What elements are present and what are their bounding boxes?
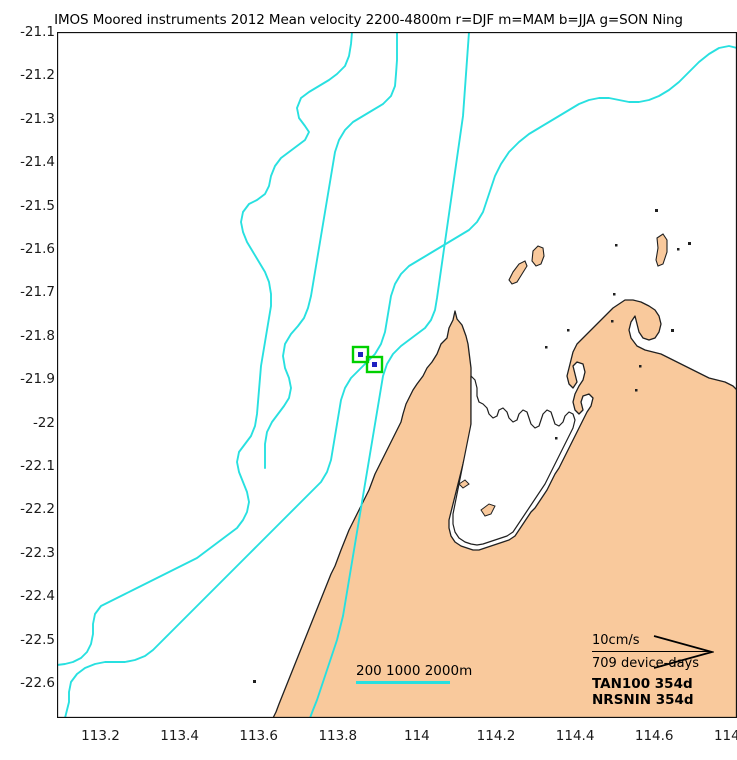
y-tick-label: -22.6 (20, 675, 55, 691)
figure-title: IMOS Moored instruments 2012 Mean veloci… (54, 12, 683, 28)
y-tick-label: -21.6 (20, 241, 55, 257)
y-tick-label: -22.2 (20, 501, 55, 518)
islet-h (639, 365, 642, 368)
islet-e (611, 320, 614, 323)
x-tick-label: 114 (404, 728, 430, 744)
velocity-arrowhead-icon (653, 635, 714, 669)
y-tick-label: -21.1 (20, 24, 55, 40)
y-axis-tick-labels: -21.1 -21.2 -21.3 -21.4 -21.5 -21.6 -21.… (0, 24, 55, 718)
velocity-scale-rule (592, 651, 709, 652)
mooring-marker-center[interactable] (358, 352, 363, 357)
gulf-islands (480, 503, 496, 517)
exmouth-gulf-water (452, 375, 576, 546)
map-plot-area[interactable] (57, 32, 737, 718)
map-canvas[interactable] (57, 32, 737, 718)
muiron-island-north (531, 245, 545, 267)
y-tick-label: -22.4 (20, 588, 55, 605)
y-tick-label: -22.5 (20, 631, 55, 648)
y-tick-label: -21.3 (20, 110, 55, 127)
depth-contour-legend-line (356, 681, 450, 684)
y-tick-label: -21.9 (20, 371, 55, 388)
x-tick-label: 113.8 (318, 728, 358, 744)
mooring-markers[interactable] (351, 345, 384, 374)
muiron-island-south (508, 260, 528, 285)
land-masses (253, 209, 737, 718)
y-tick-label: -21.4 (20, 154, 55, 171)
contour-1000m (309, 32, 470, 718)
mooring-marker-outline[interactable] (365, 355, 384, 374)
x-tick-label: 113.6 (239, 728, 279, 744)
islet-f (671, 329, 674, 332)
island-sliver-ne (655, 233, 668, 267)
islet-d (677, 248, 680, 251)
y-tick-label: -21.7 (20, 284, 55, 301)
mooring-record-item: NRSNIN 354d (592, 692, 694, 708)
x-tick-label: 114.6 (634, 728, 674, 744)
islet-k (545, 346, 548, 349)
x-tick-label: 113.4 (160, 728, 199, 744)
islet-c (615, 244, 618, 247)
y-tick-label: -21.5 (20, 197, 55, 214)
velocity-scale-legend: 10cm/s 709 device-days (592, 631, 714, 674)
device-days-label: 709 device-days (592, 656, 700, 671)
x-tick-label: 113.2 (81, 728, 120, 744)
x-axis-tick-labels: 113.2 113.4 113.6 113.8 114 114.2 114.4 … (57, 728, 737, 754)
islet-m (555, 437, 558, 440)
islet-a (655, 209, 658, 212)
x-tick-label: 114.2 (476, 728, 516, 744)
gulf-island-small (458, 479, 470, 489)
y-tick-label: -21.2 (20, 67, 55, 84)
y-tick-label: -22.3 (20, 544, 55, 561)
coastline-mainland (272, 299, 737, 718)
velocity-scale-value: 10cm/s (592, 633, 640, 648)
islet-i (635, 389, 638, 392)
mooring-marker-tan100[interactable] (351, 345, 370, 364)
depth-contour-legend-label: 200 1000 2000m (356, 663, 473, 679)
islet-b (688, 242, 691, 245)
y-tick-label: -22 (32, 414, 55, 431)
mooring-marker-nrsnin[interactable] (365, 355, 384, 374)
islet-l (253, 680, 256, 683)
mooring-record-list: TAN100 354d NRSNIN 354d (592, 676, 694, 708)
contour-200m-inner (264, 32, 398, 469)
islet-g (613, 293, 616, 296)
y-tick-label: -21.8 (20, 327, 55, 344)
islet-j (567, 329, 570, 332)
mooring-record-item: TAN100 354d (592, 676, 693, 692)
mooring-marker-outline[interactable] (351, 345, 370, 364)
contour-2000m (57, 32, 353, 666)
y-tick-label: -22.1 (20, 458, 55, 474)
x-tick-label: 114.4 (555, 728, 595, 744)
x-tick-label: 114.8 (713, 728, 737, 744)
mooring-marker-center[interactable] (372, 362, 377, 367)
